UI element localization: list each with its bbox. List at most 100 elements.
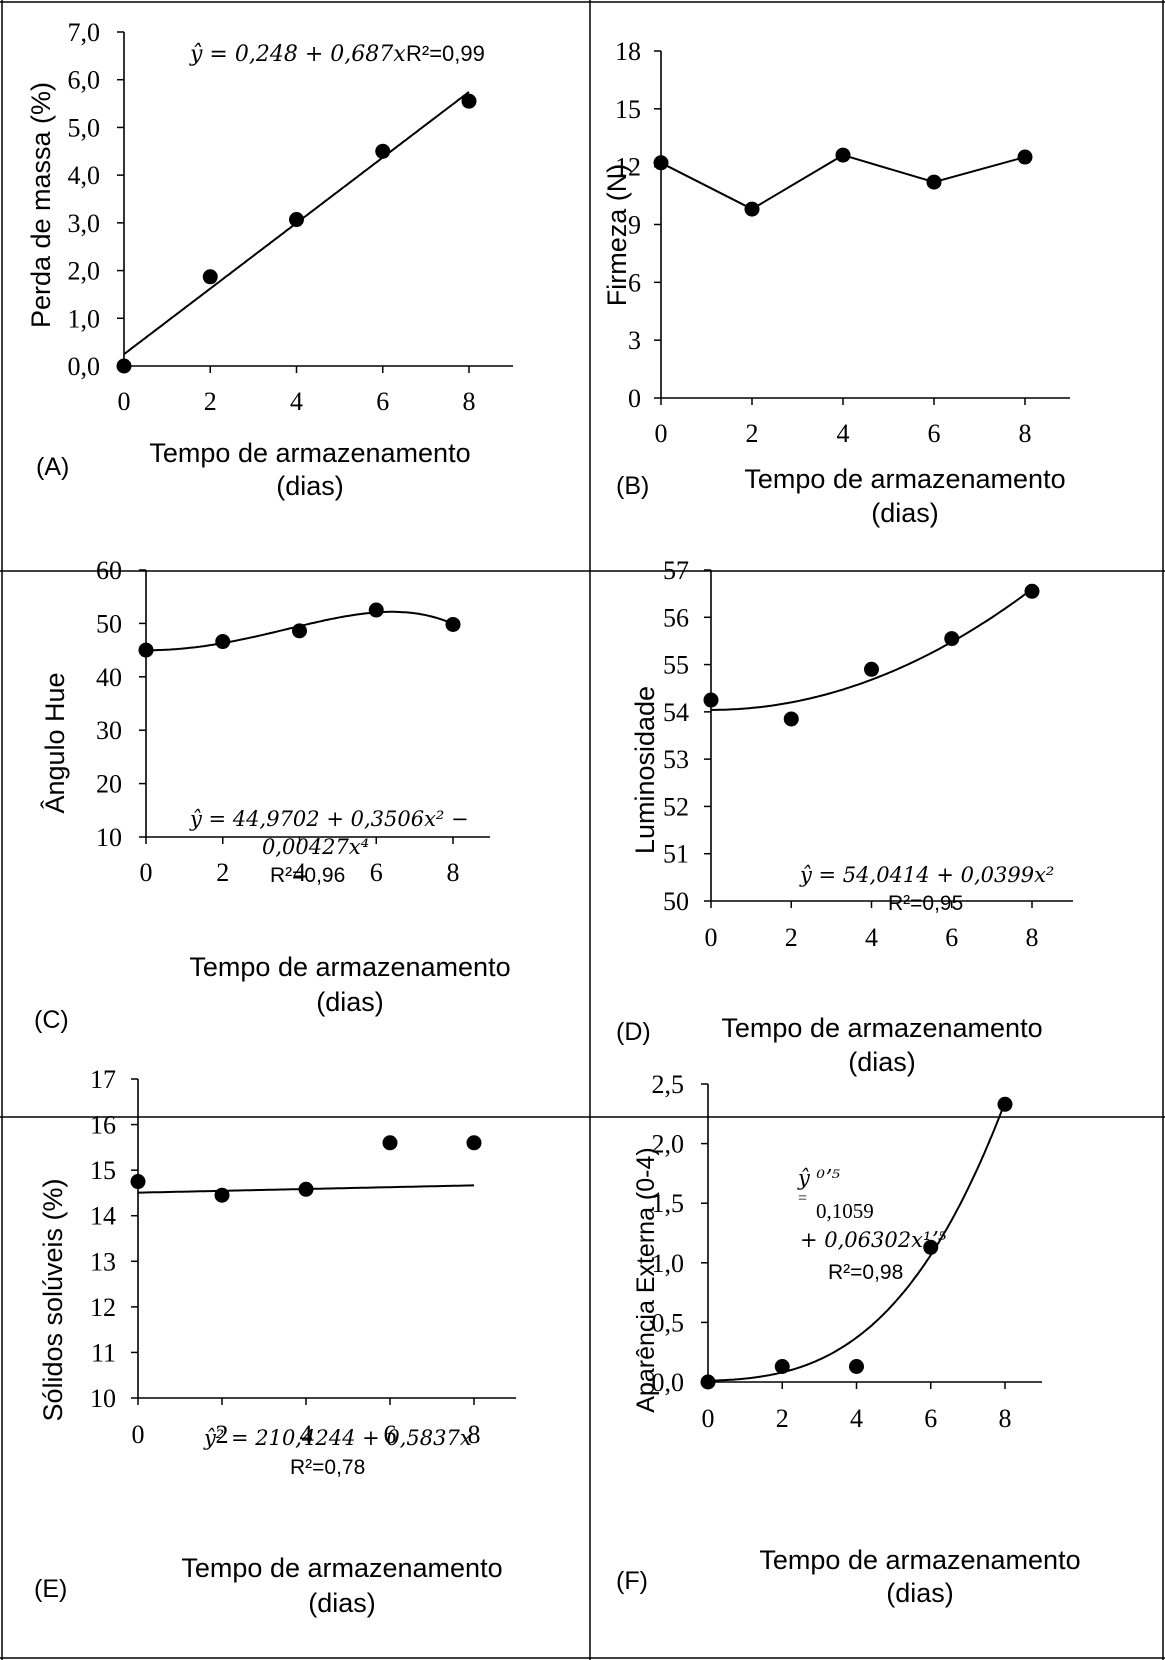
x-tick-label: 6 xyxy=(928,419,941,448)
y-tick-labels: 10 11 12 13 14 15 16 17 xyxy=(90,1065,116,1413)
y-tick-label: 0,5 xyxy=(652,1308,685,1337)
y-tick-label: 14 xyxy=(90,1202,116,1231)
data-point xyxy=(130,1174,146,1190)
panel-label: (A) xyxy=(36,453,69,481)
data-point xyxy=(215,634,231,650)
x-tick-label: 8 xyxy=(999,1404,1012,1433)
x-axis-label-unit: (dias) xyxy=(308,1588,376,1618)
x-tick-label: 0 xyxy=(132,1420,145,1449)
y-axis-label: Luminosidade xyxy=(630,686,660,854)
x-tick-label: 0 xyxy=(655,419,668,448)
x-tick-labels: 0 2 4 6 8 xyxy=(705,923,1039,952)
fit-equation-slope: + 0,06302x¹ʼ⁵ xyxy=(800,1228,947,1252)
chart-panel-f: 0,0 0,5 1,0 1,5 2,0 2,5 0 2 4 6 8 Tempo … xyxy=(616,1070,1081,1608)
y-axis-label: Perda de massa (%) xyxy=(26,82,56,328)
y-tick-label: 20 xyxy=(96,770,122,799)
y-tick-labels: 0,0 0,5 1,0 1,5 2,0 2,5 xyxy=(652,1070,685,1397)
x-tick-label: 6 xyxy=(376,387,389,416)
y-tick-label: 57 xyxy=(663,556,689,585)
y-tick-label: 50 xyxy=(663,887,689,916)
y-tick-label: 1,0 xyxy=(68,304,101,333)
data-point xyxy=(138,642,154,658)
x-tick-labels: 0 2 4 6 8 xyxy=(132,1420,481,1449)
data-point xyxy=(997,1096,1013,1112)
x-axis-label-unit: (dias) xyxy=(871,498,939,528)
y-tick-label: 1,5 xyxy=(652,1189,685,1218)
data-point xyxy=(202,269,218,285)
x-tick-label: 8 xyxy=(1019,419,1032,448)
data-point xyxy=(382,1135,398,1151)
y-tick-label: 15 xyxy=(90,1156,116,1185)
data-point xyxy=(466,1135,482,1151)
x-axis-label: Tempo de armazenamento xyxy=(759,1545,1080,1575)
x-tick-label: 2 xyxy=(204,387,217,416)
data-point xyxy=(445,616,461,632)
data-point xyxy=(461,93,477,109)
y-tick-label: 54 xyxy=(663,698,689,727)
data-point xyxy=(849,1359,864,1375)
panel-label: (D) xyxy=(616,1018,651,1046)
data-point xyxy=(923,1239,939,1255)
y-tick-label: 10 xyxy=(96,823,122,852)
x-tick-label: 0 xyxy=(705,923,718,952)
x-tick-label: 0 xyxy=(702,1404,715,1433)
y-tick-label: 13 xyxy=(90,1247,116,1276)
data-point xyxy=(774,1359,790,1375)
x-tick-labels: 0 2 4 6 8 xyxy=(655,419,1032,448)
y-tick-label: 55 xyxy=(663,651,689,680)
x-tick-label: 2 xyxy=(216,858,229,887)
y-tick-label: 6 xyxy=(628,268,641,297)
x-tick-label: 6 xyxy=(945,923,958,952)
y-tick-label: 6,0 xyxy=(68,66,101,95)
x-tick-label: 2 xyxy=(216,1420,229,1449)
y-tick-label: 15 xyxy=(615,95,641,124)
data-point xyxy=(783,711,799,727)
chart-panel-e: 10 11 12 13 14 15 16 17 0 2 4 6 8 Tempo … xyxy=(34,1065,516,1618)
x-tick-labels: 0 2 4 6 8 xyxy=(118,387,476,416)
fit-r-squared: R²=0,78 xyxy=(290,1456,365,1479)
data-point xyxy=(1024,583,1040,599)
fit-curve xyxy=(711,588,1033,711)
data-point xyxy=(1017,149,1033,165)
data-point xyxy=(653,155,669,171)
x-axis-label: Tempo de armazenamento xyxy=(744,464,1065,494)
y-tick-label: 10 xyxy=(90,1384,116,1413)
y-axis-label: Firmeza (N) xyxy=(602,164,632,307)
y-tick-label: 2,0 xyxy=(652,1130,685,1159)
x-tick-label: 8 xyxy=(468,1420,481,1449)
x-axis-label: Tempo de armazenamento xyxy=(181,1553,502,1583)
y-tick-label: 4,0 xyxy=(68,161,101,190)
x-tick-label: 4 xyxy=(290,387,303,416)
fit-equation-eq: = xyxy=(798,1190,807,1207)
x-tick-label: 8 xyxy=(447,858,460,887)
x-tick-label: 4 xyxy=(837,419,850,448)
series-line xyxy=(660,154,1026,211)
y-tick-label: 50 xyxy=(96,609,122,638)
x-tick-label: 4 xyxy=(300,1420,313,1449)
data-point xyxy=(368,602,384,618)
x-tick-label: 4 xyxy=(865,923,878,952)
panel-label: (B) xyxy=(616,472,649,500)
fit-equation: ŷ = 0,248 + 0,687x xyxy=(189,42,406,67)
panel-label: (C) xyxy=(34,1006,69,1034)
x-axis-label-unit: (dias) xyxy=(848,1047,916,1077)
y-tick-label: 0,0 xyxy=(68,352,101,381)
y-axis-label: Aparência Externa (0-4) xyxy=(632,1147,660,1412)
x-tick-labels: 0 2 4 6 8 xyxy=(140,858,460,887)
x-tick-labels: 0 2 4 6 8 xyxy=(702,1404,1012,1433)
data-point xyxy=(289,212,304,228)
x-tick-label: 2 xyxy=(776,1404,789,1433)
y-tick-label: 40 xyxy=(96,663,122,692)
y-tick-label: 52 xyxy=(663,792,689,821)
y-tick-label: 30 xyxy=(96,716,122,745)
fit-equation-cont: 0,00427x⁴ xyxy=(262,835,369,859)
fit-r-squared: R²=0,99 xyxy=(406,41,485,66)
data-point xyxy=(292,623,307,639)
y-tick-label: 12 xyxy=(90,1293,116,1322)
data-point xyxy=(214,1187,230,1203)
fit-equation: ŷ = 54,0414 + 0,0399x² xyxy=(799,863,1054,887)
y-tick-label: 3 xyxy=(628,326,641,355)
y-tick-label: 7,0 xyxy=(68,18,101,47)
chart-panel-d: 50 51 52 53 54 55 56 57 0 2 4 6 8 Tempo … xyxy=(616,556,1073,1077)
x-tick-label: 6 xyxy=(384,1420,397,1449)
